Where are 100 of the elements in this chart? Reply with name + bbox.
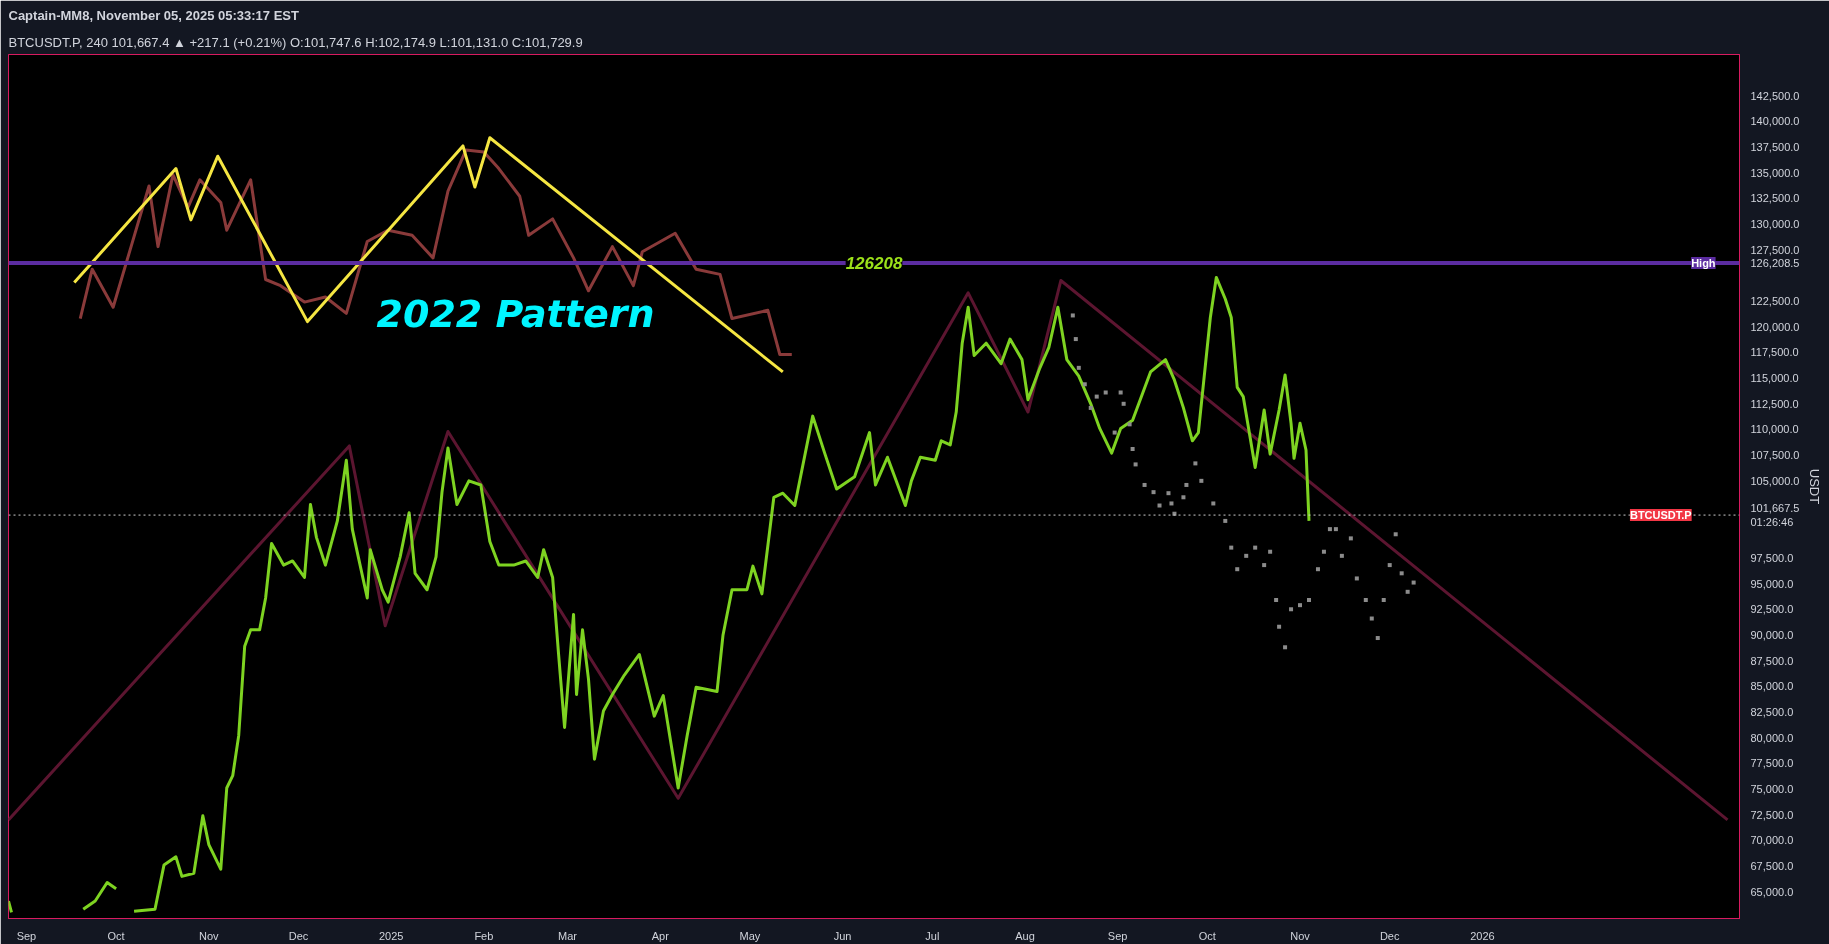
y-tick-label: 112,500.0 [1750,397,1799,410]
point [1130,447,1135,451]
point [1399,571,1404,576]
point [1321,549,1326,554]
point [1118,390,1123,395]
point [1157,503,1162,508]
point [1393,532,1398,537]
point [1151,490,1156,495]
point [1363,598,1368,603]
point [1405,589,1410,594]
annotation: High [1691,256,1716,269]
x-tick-label: Dec [1379,929,1400,942]
point [1235,567,1240,572]
x-tick-label: Dec [288,929,309,942]
x-tick-label: Feb [474,929,494,942]
point [1169,501,1174,506]
y-tick-label: 92,500.0 [1750,603,1794,616]
point [1315,567,1320,572]
point [1327,527,1332,532]
point [1268,549,1273,554]
x-tick-label: Nov [1290,929,1311,942]
point [1223,518,1228,523]
y-tick-label: 132,500.0 [1750,192,1800,205]
y-tick-label: 142,500.0 [1750,89,1800,102]
point [1375,636,1380,641]
y-tick-label: 120,000.0 [1750,320,1800,333]
y-tick-label: 95,000.0 [1750,577,1794,590]
point [1133,462,1138,467]
y-tick-label: 65,000.0 [1750,885,1794,898]
point [1354,576,1359,581]
x-tick-label: Oct [107,929,125,942]
point [1088,405,1093,410]
point [1142,482,1147,487]
point [1211,501,1216,506]
y-tick-label: 85,000.0 [1750,680,1794,693]
point [1094,394,1099,399]
point [1348,536,1353,541]
point [1070,313,1075,318]
x-tick-label: Jun [833,929,852,942]
y-tick-label: 127,500.0 [1750,243,1800,256]
y-tick-label: 130,000.0 [1750,218,1800,231]
point [1103,390,1108,395]
y-tick-label: 105,000.0 [1750,474,1800,487]
x-tick-label: May [739,929,761,942]
point [1369,616,1374,621]
y-tick-label: 80,000.0 [1750,731,1794,744]
point [1112,430,1117,435]
point [1289,607,1294,612]
point [1184,482,1189,487]
x-tick-label: Nov [199,929,220,942]
line-series [8,279,1730,822]
point [1262,563,1267,568]
y-tick-label: 110,000.0 [1750,423,1799,436]
point [1387,563,1392,568]
y-tick-label: 72,500.0 [1750,808,1794,821]
y-tick-label: 135,000.0 [1750,166,1800,179]
point [1076,365,1081,370]
point [1199,478,1204,483]
y-tick-label: 87,500.0 [1750,654,1794,667]
y-tick-label: 137,500.0 [1750,140,1800,153]
x-tick-label: 2025 [378,929,404,942]
point [1333,527,1338,532]
y-tick-label: 97,500.0 [1750,551,1794,564]
chart-title: Captain-MM8, November 05, 2025 05:33:17 EST [8,7,300,23]
y-tick-label: 75,000.0 [1750,783,1794,796]
x-tick-label: Sep [16,929,37,942]
x-tick-label: Sep [1107,929,1128,942]
y-tick-label: 122,500.0 [1750,295,1800,308]
point [1127,422,1132,427]
point [1298,603,1303,608]
x-tick-label: Mar [558,929,578,942]
x-tick-label: Oct [1198,929,1216,942]
y-axis-title: USDT [1807,468,1823,505]
point [1166,491,1171,496]
chart-subtitle: BTCUSDT.P, 240 101,667.4 ▲ +217.1 (+0.21%) O:101,747.6 H:102,174.9 L:101,131.0 C:101,729.9 [8,34,583,50]
x-tick-label: 2026 [1470,929,1495,942]
y-tick-label: 77,500.0 [1750,757,1794,770]
annotation: 2022 Pattern [376,291,655,336]
y-tick-label: 82,500.0 [1750,706,1794,718]
y-tick-label: 101,667.5 01:26:46 [1750,501,1800,529]
ref-line-label: 126208 [845,253,903,273]
point [1411,580,1416,585]
annotation: BTCUSDT.P [1629,509,1692,522]
y-tick-label: 117,500.0 [1750,346,1799,359]
y-tick-label: 115,000.0 [1750,372,1799,385]
point [1381,598,1386,603]
x-tick-label: Aug [1015,929,1035,942]
point [1193,461,1198,466]
point [1253,545,1258,550]
point [1283,645,1288,650]
point [1244,553,1249,558]
point [1277,624,1282,629]
point [1181,495,1186,500]
x-tick-label: Jul [925,929,940,942]
point [1339,553,1344,558]
x-tick-label: Apr [651,929,670,942]
y-tick-label: 70,000.0 [1750,834,1794,847]
y-tick-label: 107,500.0 [1750,449,1800,462]
point [1082,382,1087,387]
y-tick-label: 67,500.0 [1750,860,1794,873]
